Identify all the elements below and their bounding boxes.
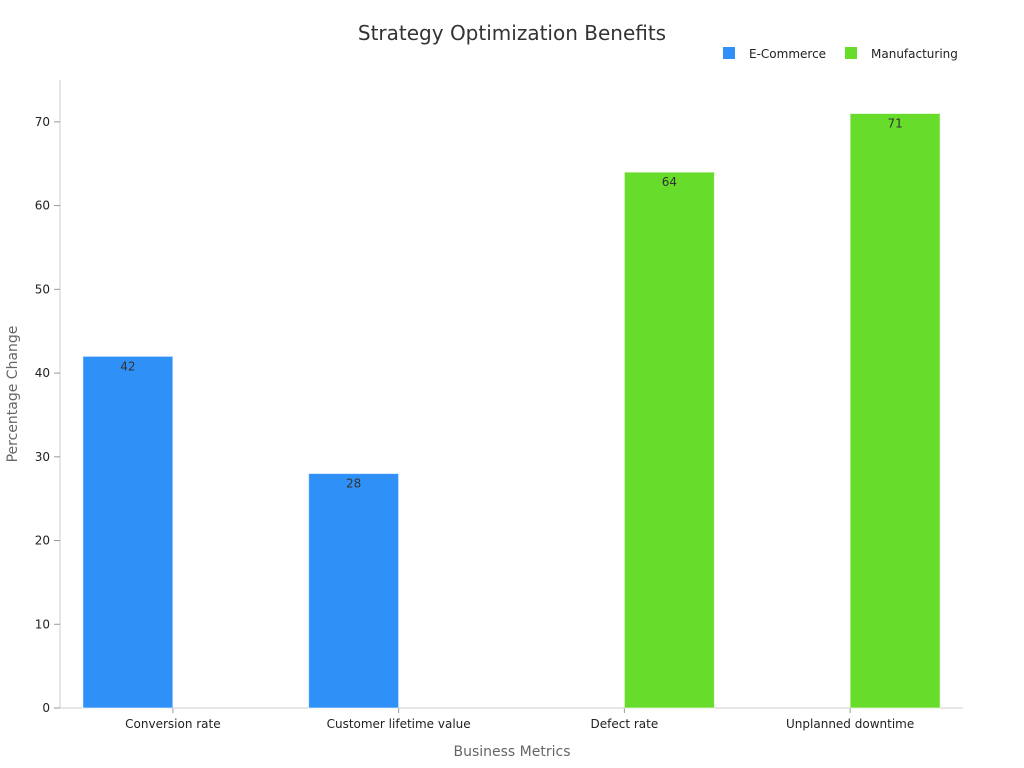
- y-tick-label: 10: [35, 617, 50, 631]
- data-label-customer-lifetime-value: 28: [346, 477, 361, 491]
- legend: E-Commerce Manufacturing: [723, 47, 958, 61]
- data-labels: 42 28 64 71: [120, 116, 903, 490]
- x-tick-label-conversion-rate: Conversion rate: [125, 717, 220, 731]
- y-tick-label: 50: [35, 282, 50, 296]
- legend-label-manufacturing: Manufacturing: [871, 47, 958, 61]
- bar-manufacturing-unplanned-downtime: [849, 112, 941, 709]
- y-tick-label: 60: [35, 199, 50, 213]
- y-tick-label: 40: [35, 366, 50, 380]
- x-axis-title: Business Metrics: [453, 744, 570, 760]
- chart-title: Strategy Optimization Benefits: [358, 21, 666, 45]
- legend-swatch-e-commerce: [723, 47, 735, 59]
- legend-swatch-manufacturing: [845, 47, 857, 59]
- legend-label-e-commerce: E-Commerce: [749, 47, 826, 61]
- x-tick-label-defect-rate: Defect rate: [591, 717, 659, 731]
- x-tick-label-customer-lifetime-value: Customer lifetime value: [327, 717, 471, 731]
- y-tick-label: 30: [35, 450, 50, 464]
- bar-manufacturing-defect-rate: [623, 171, 715, 709]
- bar-e-commerce-conversion-rate: [82, 355, 174, 709]
- data-label-conversion-rate: 42: [120, 359, 135, 373]
- x-axis: Conversion rate Customer lifetime value De…: [60, 707, 963, 731]
- bar-e-commerce-customer-lifetime-value: [308, 473, 400, 709]
- data-label-defect-rate: 64: [662, 175, 677, 189]
- bars: [82, 112, 941, 709]
- y-axis-title: Percentage Change: [5, 326, 21, 463]
- y-tick-label: 0: [42, 701, 50, 715]
- y-axis: 0 10 20 30 40 50 60 70: [35, 80, 61, 715]
- y-tick-label: 70: [35, 115, 50, 129]
- data-label-unplanned-downtime: 71: [887, 116, 902, 130]
- x-tick-label-unplanned-downtime: Unplanned downtime: [786, 717, 914, 731]
- y-tick-label: 20: [35, 534, 50, 548]
